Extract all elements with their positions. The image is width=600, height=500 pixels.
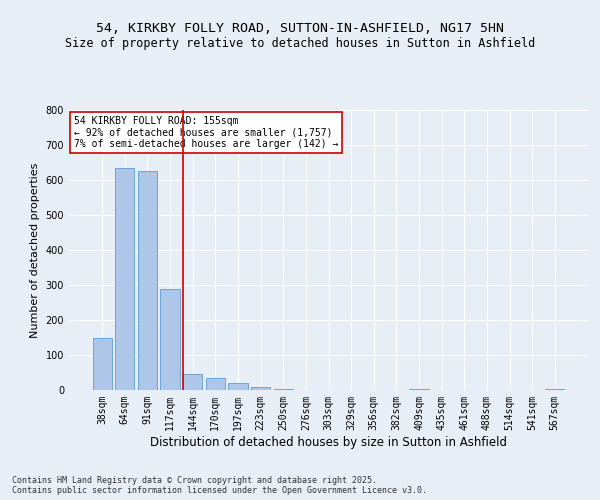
Bar [274, 389, 293, 390]
Bar [138, 171, 157, 390]
Y-axis label: Number of detached properties: Number of detached properties [30, 162, 40, 338]
Bar [92, 338, 112, 390]
Bar [409, 389, 428, 390]
Bar [160, 288, 180, 390]
Bar [251, 386, 270, 390]
Bar [229, 383, 248, 390]
Text: Size of property relative to detached houses in Sutton in Ashfield: Size of property relative to detached ho… [65, 38, 535, 51]
Bar [206, 378, 225, 390]
Text: 54, KIRKBY FOLLY ROAD, SUTTON-IN-ASHFIELD, NG17 5HN: 54, KIRKBY FOLLY ROAD, SUTTON-IN-ASHFIEL… [96, 22, 504, 36]
Text: Contains HM Land Registry data © Crown copyright and database right 2025.
Contai: Contains HM Land Registry data © Crown c… [12, 476, 427, 495]
X-axis label: Distribution of detached houses by size in Sutton in Ashfield: Distribution of detached houses by size … [150, 436, 507, 448]
Bar [115, 168, 134, 390]
Bar [545, 389, 565, 390]
Bar [183, 374, 202, 390]
Text: 54 KIRKBY FOLLY ROAD: 155sqm
← 92% of detached houses are smaller (1,757)
7% of : 54 KIRKBY FOLLY ROAD: 155sqm ← 92% of de… [74, 116, 338, 149]
